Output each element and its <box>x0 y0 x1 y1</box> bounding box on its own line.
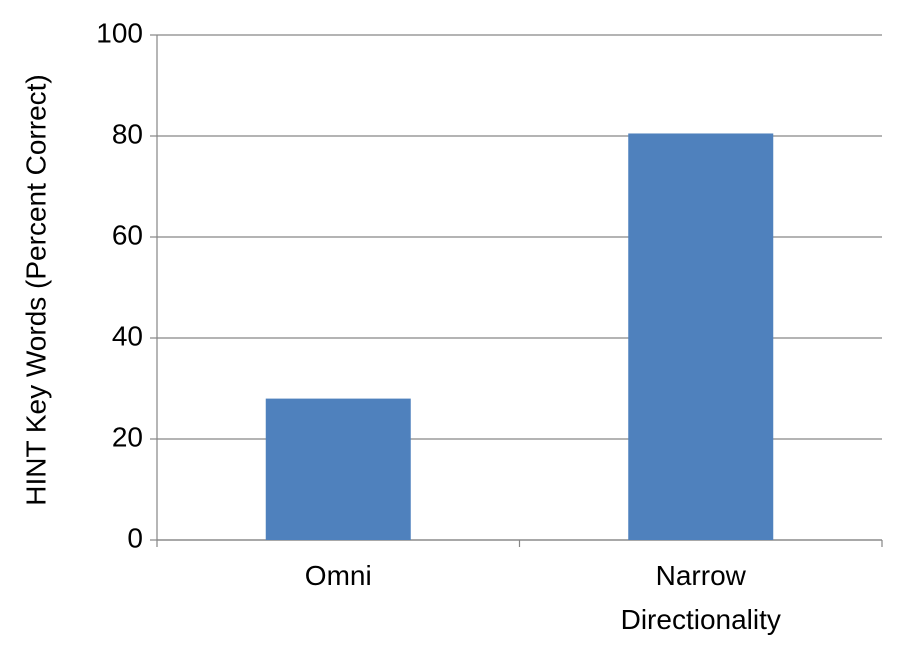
y-tick-label: 80 <box>112 118 143 149</box>
bar <box>265 398 411 540</box>
x-tick-label: Narrow Directionality <box>620 560 781 635</box>
y-tick-label: 60 <box>112 219 143 250</box>
x-tick-label: Omni <box>304 560 372 591</box>
y-tick-label: 40 <box>112 320 143 351</box>
y-tick-label: 0 <box>127 522 143 553</box>
y-axis-label: HINT Key Words (Percent Correct) <box>20 74 51 506</box>
bar <box>628 133 774 540</box>
y-tick-label: 20 <box>112 421 143 452</box>
y-tick-label: 100 <box>96 17 143 48</box>
